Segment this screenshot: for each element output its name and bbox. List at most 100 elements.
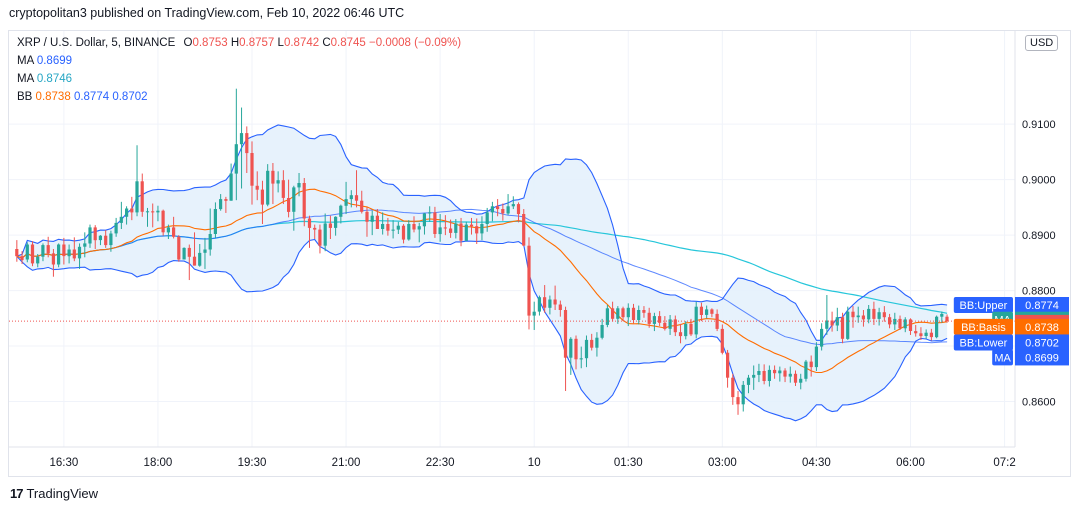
candle-body [548,299,552,308]
tradingview-brand[interactable]: 17 TradingView [10,486,98,501]
price-label-name: BB:Lower [960,337,1008,349]
candle-body [386,224,390,231]
chart-legend: XRP / U.S. Dollar, 5, BINANCE O0.8753 H0… [17,34,461,106]
price-label-name: BB:Basis [961,322,1006,334]
price-label-value: 0.8702 [1025,337,1059,349]
candle-body [652,316,656,324]
candle-body [741,384,745,405]
candle-body [119,216,123,223]
candle-body [130,208,134,213]
legend-ma-fast-value: 0.8699 [36,55,73,67]
candle-body [914,331,918,334]
candle-body [537,297,541,312]
candle-body [663,322,667,329]
candle-body [135,181,139,213]
candle-body [41,245,45,257]
legend-open-label: O [183,37,193,49]
candle-body [203,249,207,253]
candle-body [287,198,291,212]
candle-body [20,256,24,261]
price-label-value-box [1015,297,1069,314]
legend-high: 0.8757 [239,37,275,49]
legend-symbol: XRP / U.S. Dollar, 5, BINANCE [17,37,176,49]
candle-body [428,212,432,214]
x-tick-label: 01:30 [614,457,643,469]
candle-body [125,208,129,217]
candle-body [861,315,865,320]
legend-close: 0.8745 [330,37,366,49]
candle-body [647,312,651,324]
legend-ma-slow-label: MA [17,73,34,85]
candle-body [140,181,144,212]
candle-body [354,195,359,201]
candle-body [433,212,437,234]
candle-body [872,308,876,319]
price-label-value: 0.8738 [1025,322,1059,334]
candle-body [417,226,421,230]
candle-body [788,373,792,377]
candle-body [924,332,928,336]
currency-button[interactable]: USD [1025,35,1059,51]
candle-body [375,215,379,229]
legend-high-label: H [230,37,240,49]
y-tick-label: 0.9100 [1022,119,1056,131]
candle-body [114,222,118,234]
candle-body [720,328,724,353]
candle-body [642,310,646,313]
candle-body [840,317,845,339]
candle-body [57,244,61,265]
candle-body [867,308,871,320]
candle-body [621,308,625,318]
candle-body [438,227,442,235]
legend-ma-fast-row[interactable]: MA 0.8699 [17,52,461,70]
candle-body [145,211,150,213]
candle-body [422,213,426,227]
candle-body [710,309,714,314]
candle-body [678,332,683,337]
price-label: 0.8702 BB:Lower [953,334,1069,351]
candle-body [877,312,881,319]
candle-body [172,227,176,237]
candle-body [219,199,223,210]
candle-body [67,249,71,257]
candle-body [699,306,703,315]
legend-bb-upper: 0.8774 [73,91,110,103]
candle-body [30,244,35,264]
candle-body [313,227,317,230]
candle-body [929,332,933,338]
candle-body [381,224,385,229]
legend-low: 0.8742 [283,37,320,49]
candle-body [579,358,583,360]
candle-body [616,308,620,319]
candle-body [799,378,803,383]
candle-body [151,211,155,213]
candle-body [553,299,557,305]
candle-body [569,338,573,358]
candle-body [908,319,913,331]
legend-ohlc-row: XRP / U.S. Dollar, 5, BINANCE O0.8753 H0… [17,34,461,52]
candle-body [804,361,808,379]
candle-body [935,316,939,338]
y-tick-label: 0.8800 [1022,286,1056,298]
candle-body [464,224,468,241]
tradingview-name: TradingView [26,486,99,501]
legend-bb-basis: 0.8738 [35,91,71,103]
legend-ma-fast-label: MA [17,55,34,67]
candle-body [511,204,515,207]
candle-body [584,339,589,359]
x-tick-label: 03:00 [708,457,737,469]
legend-bb-row[interactable]: BB 0.8738 0.8774 0.8702 [17,88,461,106]
candle-body [898,318,902,329]
legend-ma-slow-row[interactable]: MA 0.8746 [17,70,461,88]
legend-change: −0.0008 (−0.09%) [369,37,462,49]
candle-body [637,310,641,320]
candle-body [893,318,897,325]
candle-body [814,346,818,368]
candle-body [88,227,92,244]
candle-body [590,339,594,348]
candles [15,88,949,415]
x-tick-label: 19:30 [238,457,267,469]
candle-body [762,371,766,381]
candle-body [631,307,636,320]
